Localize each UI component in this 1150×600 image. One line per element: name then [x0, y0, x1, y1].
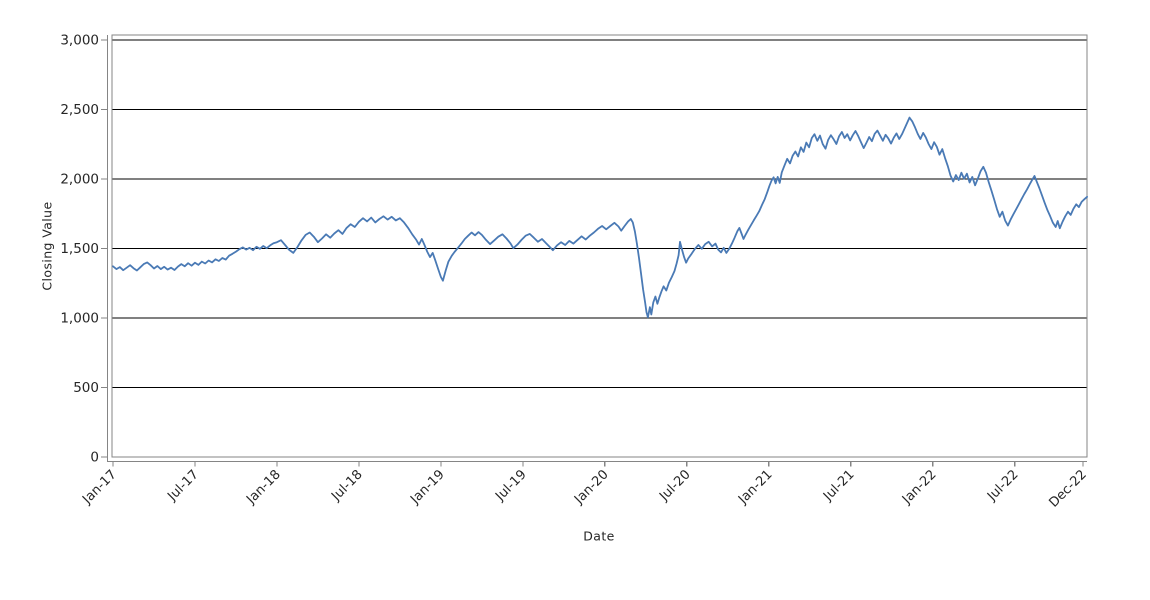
x-tick-label: Jan-18	[243, 467, 284, 508]
x-tick-label: Jan-20	[571, 467, 612, 508]
x-tick-label: Jul-17	[164, 467, 201, 504]
x-tick-label: Jul-21	[820, 467, 857, 504]
x-tick-label: Jul-20	[656, 467, 693, 504]
x-tick-label: Jul-18	[328, 467, 365, 504]
y-tick-label: 2,500	[60, 102, 99, 118]
y-axis-title: Closing Value	[39, 201, 55, 291]
x-axis-title: Date	[583, 528, 615, 544]
x-tick-label: Jul-22	[984, 467, 1021, 504]
y-tick-label: 0	[90, 450, 99, 466]
x-tick-label: Jan-19	[407, 467, 448, 508]
y-tick-label: 1,500	[60, 241, 99, 257]
x-tick-label: Dec-22	[1046, 467, 1089, 510]
y-tick-label: 2,000	[60, 172, 99, 188]
y-tick-label: 1,000	[60, 311, 99, 327]
y-tick-label: 500	[73, 380, 99, 396]
x-tick-label: Jan-22	[899, 467, 940, 508]
y-tick-label: 3,000	[60, 33, 99, 49]
closing-value-series-line	[112, 116, 1088, 319]
x-tick-label: Jan-21	[735, 467, 776, 508]
x-tick-label: Jan-17	[79, 467, 120, 508]
plot-frame	[111, 34, 1088, 458]
x-tick-label: Jul-19	[492, 467, 529, 504]
